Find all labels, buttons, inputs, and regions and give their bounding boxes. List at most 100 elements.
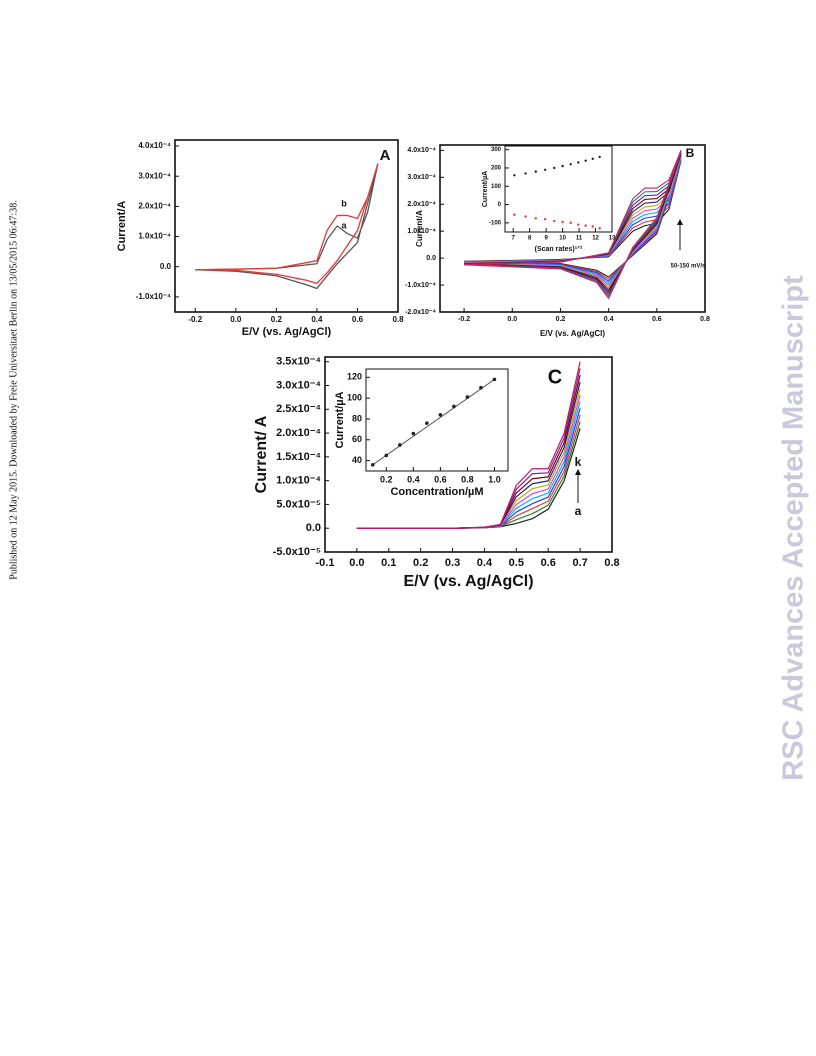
point <box>465 395 470 399</box>
x-tick-label: 0.0 <box>230 315 242 324</box>
y-tick-label: 300 <box>491 147 502 153</box>
point <box>534 170 537 173</box>
y-tick-label: 3.0x10⁻⁴ <box>138 171 171 180</box>
y-tick-label: 5.0x10⁻⁵ <box>276 498 321 510</box>
point <box>524 172 527 175</box>
x-tick-label: 9 <box>544 236 548 242</box>
x-tick-label: 0.6 <box>352 315 364 324</box>
point <box>398 443 402 447</box>
point <box>479 385 483 390</box>
point <box>553 166 556 170</box>
watermark: RSC Advances Accepted Manuscript <box>778 275 810 781</box>
y-tick-label: 100 <box>347 393 362 403</box>
x-tick-label: 0.2 <box>271 315 283 324</box>
y-axis-label: Current/A <box>415 210 424 247</box>
x-tick-label: -0.1 <box>316 557 335 569</box>
point <box>452 404 456 409</box>
annotation: a <box>575 504 582 518</box>
y-axis-label: Current/A <box>116 201 128 252</box>
point <box>534 217 537 220</box>
x-tick-label: 10 <box>559 236 566 242</box>
y-tick-label: -1.0x10⁻⁴ <box>405 282 436 289</box>
x-tick-label: -0.2 <box>458 316 470 323</box>
x-axis-label: E/V (vs. Ag/AgCl) <box>403 573 533 590</box>
y-tick-label: 100 <box>491 184 502 190</box>
x-tick-label: 0.8 <box>461 474 474 484</box>
point <box>584 224 587 227</box>
x-tick-label: 0.4 <box>604 316 614 323</box>
y-tick-label: 4.0x10⁻⁴ <box>138 141 171 150</box>
point <box>370 462 375 467</box>
point <box>591 157 594 161</box>
x-tick-label: 0.0 <box>349 557 364 569</box>
y-tick-label: 200 <box>491 166 502 172</box>
x-axis-label: (Scan rates)¹ᐟ² <box>535 245 583 253</box>
curve <box>464 149 682 300</box>
x-axis-label: E/V (vs. Ag/AgCl) <box>242 326 332 338</box>
point <box>543 168 547 171</box>
x-axis-label: E/V (vs. Ag/AgCl) <box>540 329 605 338</box>
y-axis-label: Current/ A <box>253 415 270 493</box>
y-tick-label: -2.0x10⁻⁴ <box>405 309 436 316</box>
x-tick-label: 11 <box>576 236 583 242</box>
point <box>569 221 572 225</box>
x-tick-label: -0.2 <box>188 315 202 324</box>
x-tick-label: 0.5 <box>509 557 524 569</box>
point <box>384 453 389 458</box>
y-tick-label: -100 <box>489 220 502 226</box>
panel-label: C <box>548 366 562 388</box>
point <box>543 217 547 221</box>
point <box>513 213 516 216</box>
x-tick-label: 0.0 <box>507 316 517 323</box>
x-tick-label: 0.4 <box>407 474 420 484</box>
x-tick-label: 1.0 <box>488 474 501 484</box>
y-tick-label: 0 <box>498 202 502 208</box>
fit-line <box>372 378 495 466</box>
y-tick-label: -1.0x10⁻⁴ <box>136 292 171 301</box>
y-tick-label: 1.5x10⁻⁴ <box>276 451 321 463</box>
arrow-head <box>677 219 683 225</box>
y-tick-label: 2.5x10⁻⁴ <box>276 403 321 415</box>
y-tick-label: 40 <box>352 455 362 465</box>
x-tick-label: 0.6 <box>541 557 556 569</box>
y-tick-label: 0.0 <box>306 522 321 534</box>
y-tick-label: 3.5x10⁻⁴ <box>276 356 321 368</box>
x-tick-label: 0.6 <box>434 474 447 484</box>
x-tick-label: 0.7 <box>572 557 587 569</box>
y-axis-label: Current/µA <box>334 391 346 448</box>
y-axis-label: Current/µA <box>482 171 489 207</box>
x-tick-label: 0.8 <box>700 316 710 323</box>
curve <box>356 361 581 529</box>
x-tick-label: 0.6 <box>652 316 662 323</box>
annotation: k <box>575 455 582 469</box>
y-tick-label: 3.0x10⁻⁴ <box>276 379 321 391</box>
x-tick-label: 0.2 <box>556 316 566 323</box>
point <box>584 159 587 162</box>
point <box>524 215 527 218</box>
y-tick-label: 4.0x10⁻⁴ <box>407 147 436 154</box>
point <box>553 219 556 223</box>
curve <box>195 163 379 290</box>
point <box>438 412 443 417</box>
point <box>411 431 416 436</box>
y-tick-label: 2.0x10⁻⁴ <box>138 201 171 210</box>
annotation: 50-150 mV/s <box>671 264 706 270</box>
point <box>561 164 564 168</box>
y-tick-label: 0.0 <box>160 262 172 271</box>
y-tick-label: 60 <box>352 434 362 444</box>
point <box>492 377 497 382</box>
x-tick-label: 13 <box>609 236 616 242</box>
curve <box>195 163 379 284</box>
x-tick-label: 0.3 <box>445 557 460 569</box>
x-tick-label: 8 <box>528 236 532 242</box>
y-tick-label: 120 <box>347 372 362 382</box>
y-tick-label: 2.0x10⁻⁴ <box>407 201 436 208</box>
x-tick-label: 0.4 <box>311 315 323 324</box>
x-tick-label: 0.2 <box>413 557 428 569</box>
point <box>598 155 601 159</box>
sidebar-note: Published on 12 May 2015. Downloaded by … <box>8 200 19 579</box>
x-tick-label: 0.4 <box>477 557 493 569</box>
annotation: b <box>341 198 347 208</box>
x-axis-label: Concentration/µM <box>390 486 483 498</box>
